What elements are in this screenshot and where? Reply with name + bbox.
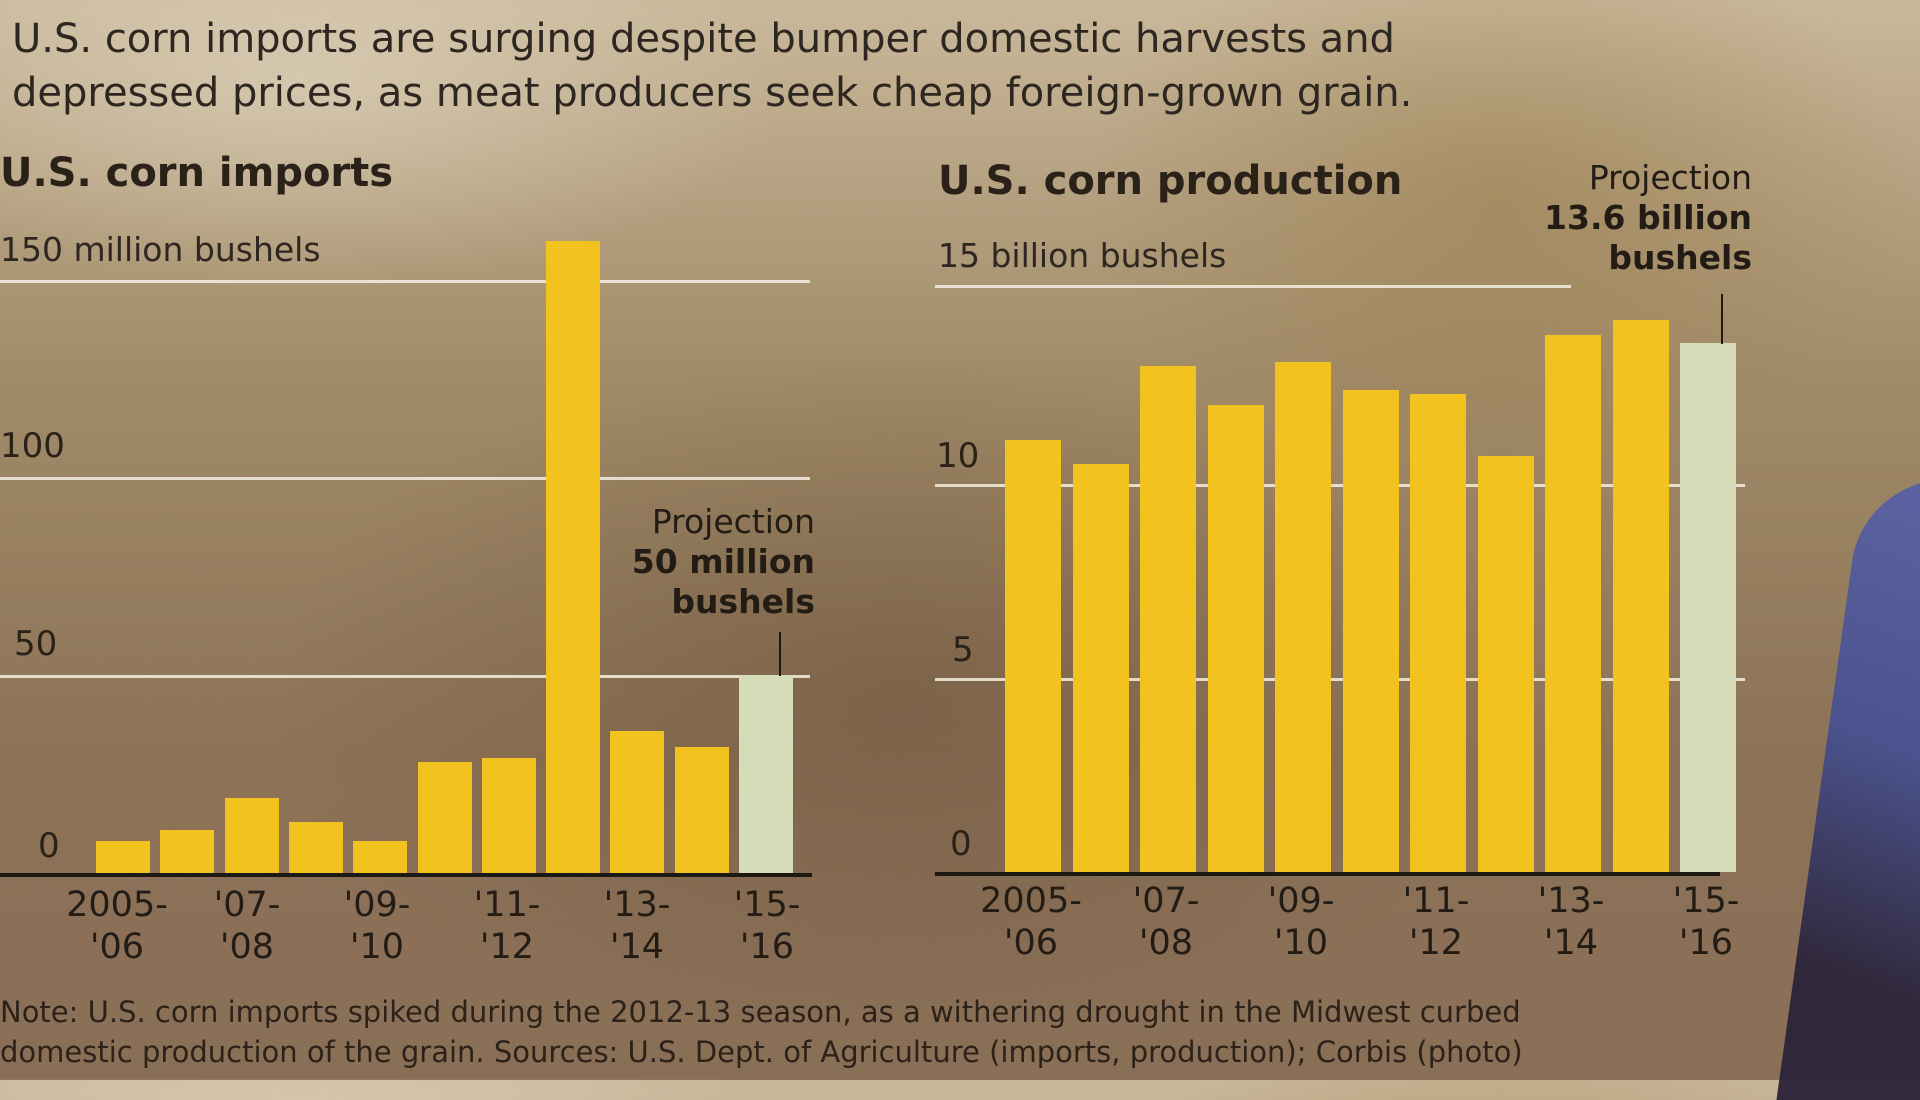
deck-line-2: depressed prices, as meat producers seek…: [12, 70, 1413, 116]
x-tick-label: '15- '16: [1672, 881, 1740, 963]
footnote-line-2: domestic production of the grain. Source…: [0, 1035, 1523, 1069]
imports-x-axis: [0, 873, 812, 877]
footnote-line-1: Note: U.S. corn imports spiked during th…: [0, 995, 1521, 1029]
imports-gridline-150: [0, 280, 810, 283]
production-x-axis: [935, 872, 1720, 876]
production-chart-title: U.S. corn production: [938, 158, 1403, 204]
x-tick-label: '09- '10: [343, 885, 411, 967]
x-tick-label: 2005- '06: [980, 881, 1082, 963]
projection-bar: [1680, 343, 1736, 872]
production-annotation-leader: [1721, 294, 1723, 344]
annotation-label: Projection: [1588, 158, 1752, 197]
data-bar: [160, 830, 215, 873]
x-tick-label: '07- '08: [213, 885, 281, 967]
data-bar: [1207, 405, 1264, 872]
production-ytick-0: 0: [950, 824, 972, 864]
x-tick-label: 2005- '06: [66, 885, 168, 967]
imports-projection-annotation: Projection 50 million bushels: [560, 502, 815, 622]
imports-gridline-100: [0, 477, 810, 480]
data-bar: [417, 762, 472, 873]
x-tick-label: '13- '14: [603, 885, 671, 967]
imports-ytick-0: 0: [38, 826, 60, 866]
production-projection-annotation: Projection 13.6 billion bushels: [1500, 158, 1752, 278]
production-gridline-10: [935, 484, 1745, 487]
data-bar: [481, 758, 536, 873]
data-bar: [1072, 464, 1129, 872]
annotation-value: 50 million: [631, 542, 815, 581]
data-bar: [610, 731, 665, 873]
data-bar: [1612, 320, 1669, 872]
data-bar: [1005, 440, 1061, 872]
data-bar: [96, 841, 150, 873]
imports-ytick-100: 100: [0, 426, 65, 466]
x-tick-label: '09- '10: [1267, 881, 1335, 963]
data-bar: [546, 241, 601, 873]
x-tick-label: '07- '08: [1132, 881, 1200, 963]
data-bar: [288, 822, 343, 873]
data-bar: [1545, 335, 1601, 872]
projection-bar: [739, 675, 793, 873]
data-bar: [1342, 390, 1399, 872]
deck-line-1: U.S. corn imports are surging despite bu…: [12, 16, 1395, 62]
data-bar: [674, 747, 729, 873]
annotation-unit: bushels: [1608, 238, 1752, 277]
data-bar: [1140, 366, 1196, 872]
deck-text: U.S. corn imports are surging despite bu…: [12, 12, 1452, 120]
annotation-value: 13.6 billion: [1544, 198, 1752, 237]
imports-gridline-50: [0, 675, 810, 678]
x-tick-label: '11- '12: [473, 885, 541, 967]
data-bar: [353, 841, 408, 873]
data-bar: [1410, 394, 1466, 872]
photo-person-silhouette: [1776, 480, 1920, 1100]
production-gridline-5: [935, 678, 1745, 681]
annotation-label: Projection: [651, 502, 815, 541]
production-ytick-5: 5: [952, 630, 974, 670]
imports-chart-title: U.S. corn imports: [0, 150, 394, 196]
x-tick-label: '13- '14: [1537, 881, 1605, 963]
footnote: Note: U.S. corn imports spiked during th…: [0, 992, 1560, 1072]
data-bar: [224, 798, 279, 873]
production-unit-label: 15 billion bushels: [938, 236, 1227, 275]
x-tick-label: '15- '16: [733, 885, 801, 967]
annotation-unit: bushels: [671, 582, 815, 621]
imports-unit-label: 150 million bushels: [0, 230, 321, 269]
imports-annotation-leader: [779, 632, 781, 676]
imports-ytick-50: 50: [14, 624, 58, 664]
production-gridline-15: [935, 285, 1571, 288]
data-bar: [1275, 362, 1331, 872]
x-tick-label: '11- '12: [1402, 881, 1470, 963]
data-bar: [1477, 456, 1534, 872]
production-ytick-10: 10: [936, 436, 980, 476]
